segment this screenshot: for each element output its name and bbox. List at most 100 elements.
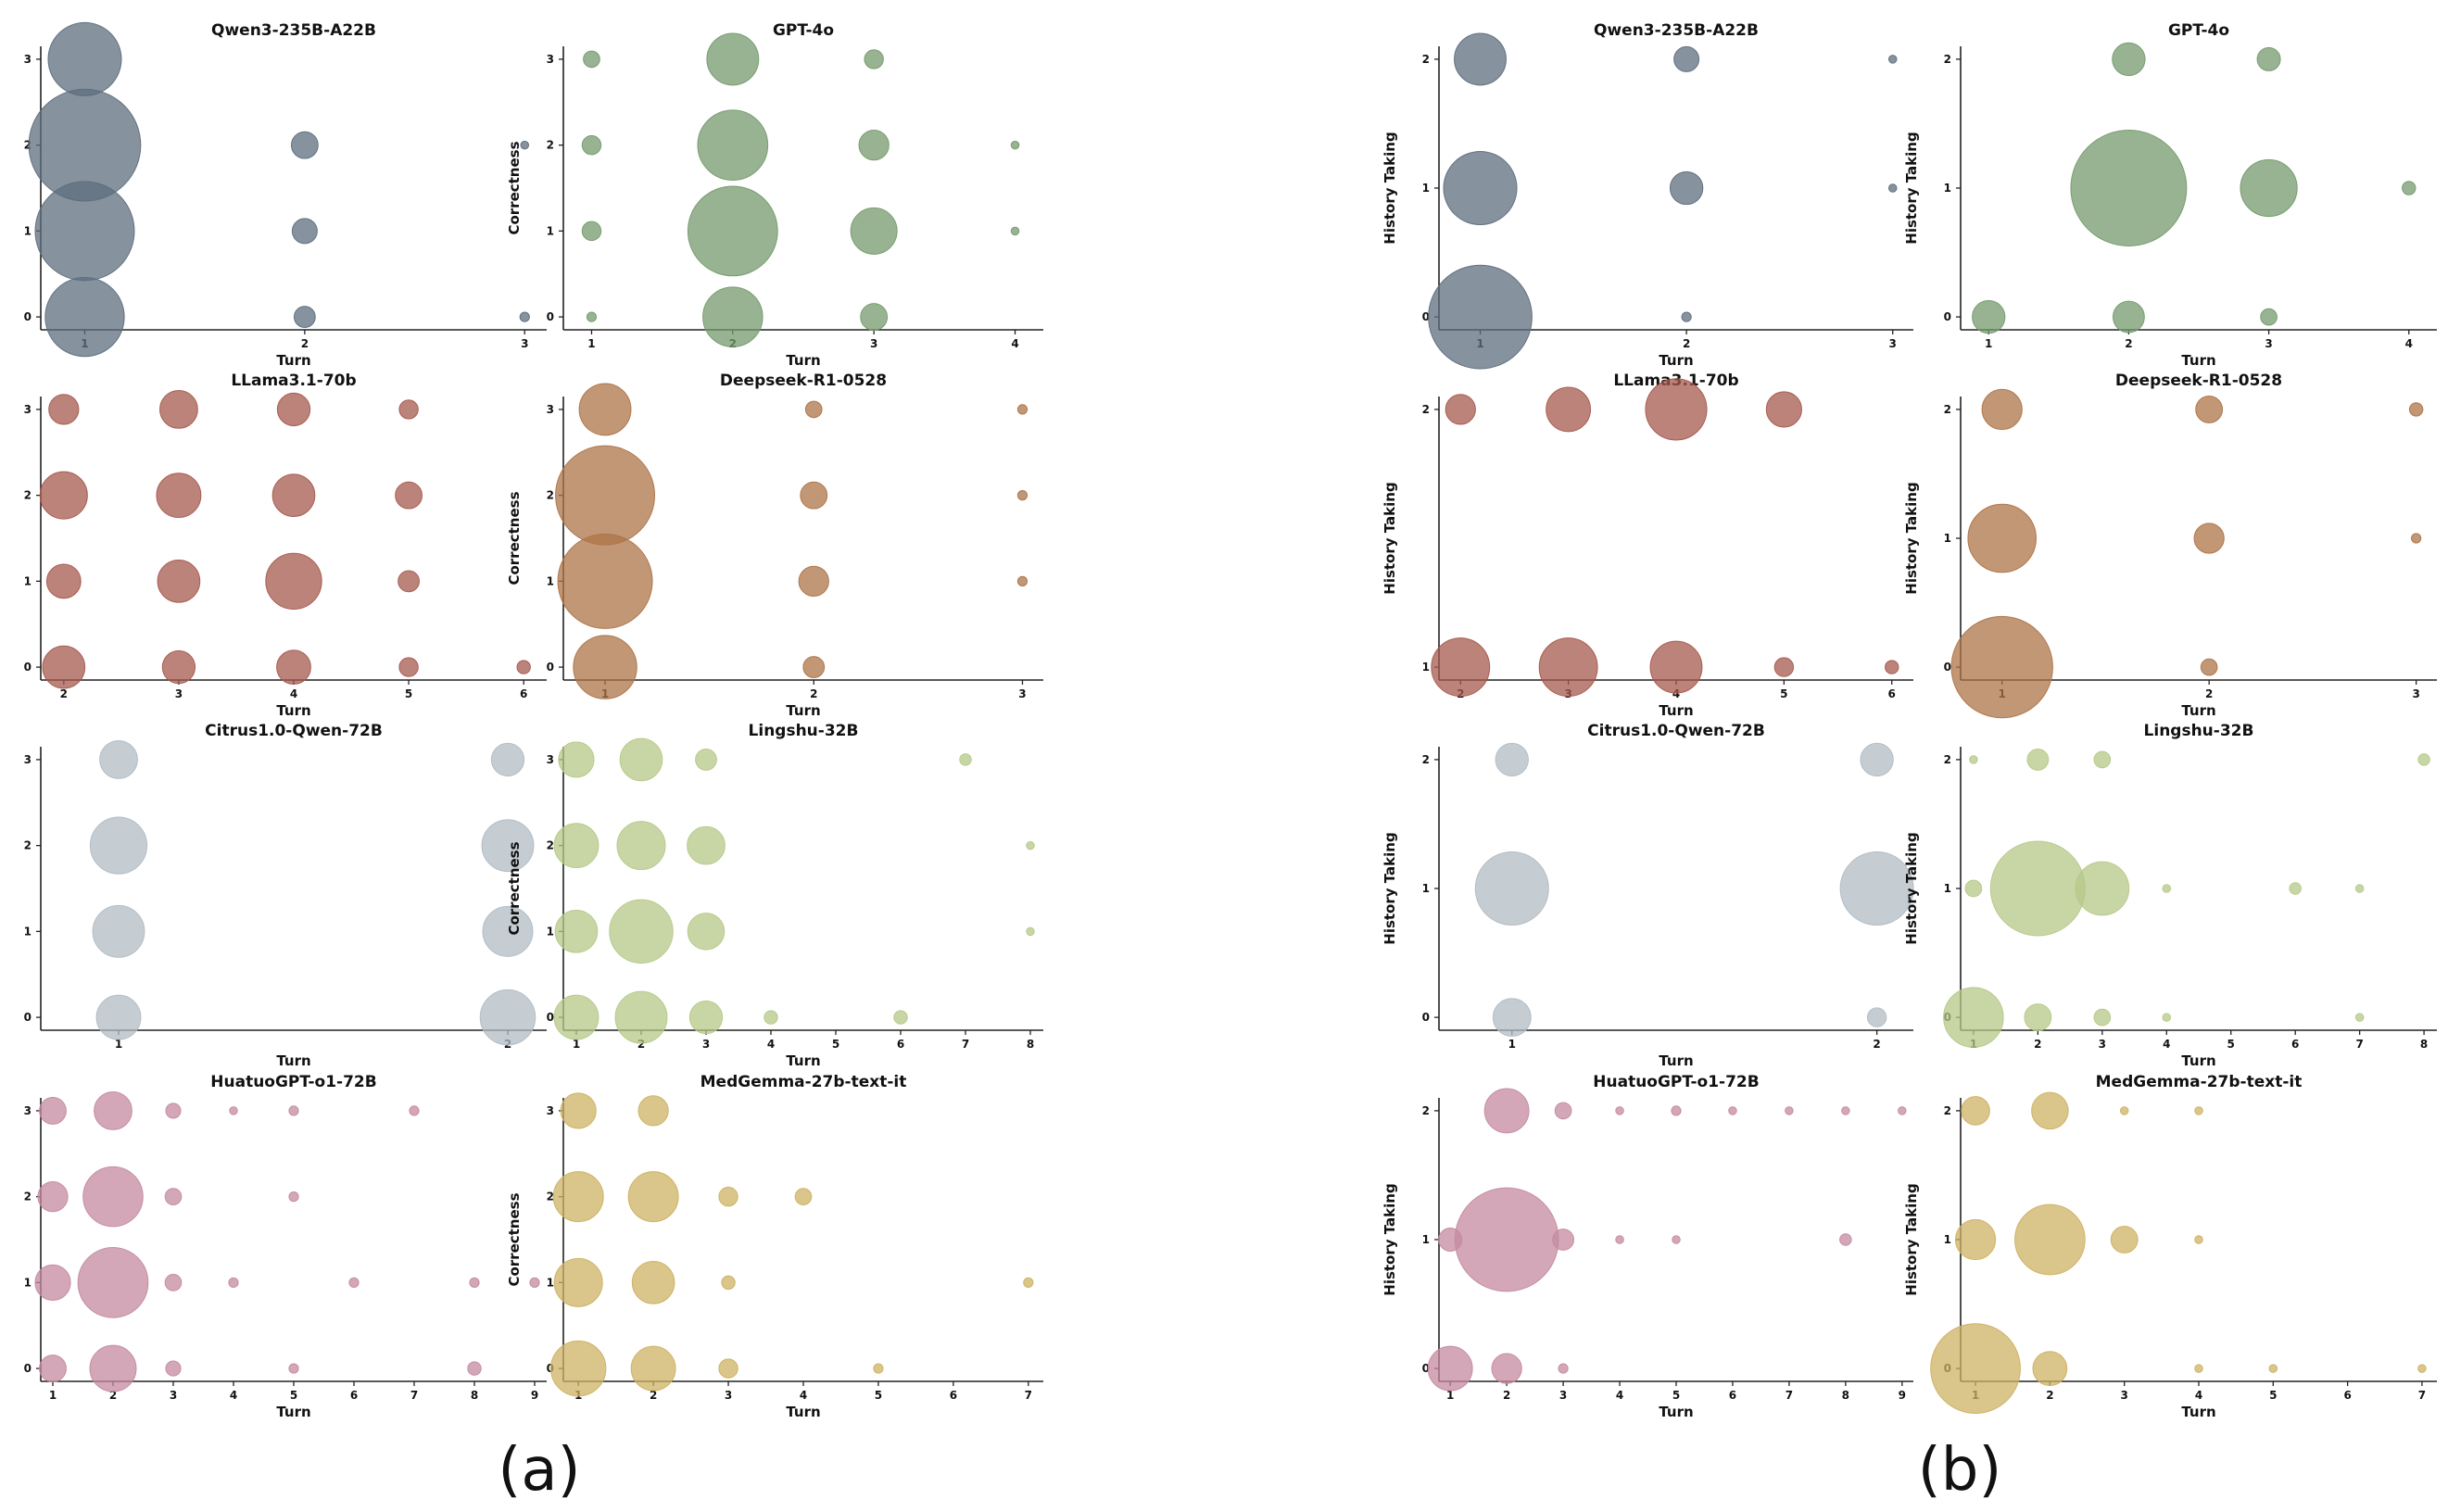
panel-b-medgemma-27b-text-it-bubble (1930, 1323, 2021, 1414)
panel-a-medgemma-27b-text-it: MedGemma-27b-text-it12345670123TurnCorre… (506, 1073, 1043, 1420)
panel-a-gpt-4o-bubble (850, 207, 898, 255)
panel-a-lingshu-32b-x-label: Turn (786, 1052, 820, 1069)
panel-b-huatuogpt-o1-72b-x-tick-label: 9 (1899, 1389, 1906, 1402)
panel-a-huatuogpt-o1-72b-y-tick-label: 0 (24, 1362, 32, 1375)
panel-a-medgemma-27b-text-it-bubble (549, 1340, 607, 1397)
panel-b-medgemma-27b-text-it-y-tick-label: 2 (1944, 1104, 1951, 1117)
panel-b-medgemma-27b-text-it-x-tick-label: 2 (2046, 1389, 2053, 1402)
panel-a-llama3-1-70b-x-tick-label: 3 (175, 687, 183, 700)
panel-a-citrus1-0-qwen-72b-bubble (99, 740, 138, 779)
panel-b-lingshu-32b-bubble (2093, 1008, 2112, 1027)
panel-b-deepseek-r1-0528-y-label: History Taking (1903, 482, 1920, 594)
panel-a-lingshu-32b-x-tick-label: 7 (962, 1038, 969, 1051)
panel-b-citrus1-0-qwen-72b-y-tick-label: 0 (1422, 1011, 1430, 1024)
panel-a-medgemma-27b-text-it-x-tick-label: 5 (875, 1389, 882, 1402)
panel-a-qwen3-235b-a22b-bubble (34, 181, 135, 282)
panel-a-llama3-1-70b-y-tick-label: 3 (24, 403, 32, 416)
panel-a-gpt-4o-x-label: Turn (786, 352, 820, 369)
panel-b-huatuogpt-o1-72b-x-tick-label: 5 (1672, 1389, 1680, 1402)
panel-b-medgemma-27b-text-it-bubble (2194, 1364, 2203, 1373)
panel-b-gpt-4o-x-tick-label: 4 (2405, 337, 2413, 350)
panel-a-qwen3-235b-a22b-bubble (44, 276, 125, 358)
panel-a-llama3-1-70b-bubble (276, 392, 311, 427)
panel-b-lingshu-32b-bubble (2354, 1013, 2365, 1022)
panel-b-huatuogpt-o1-72b-bubble (1491, 1353, 1522, 1384)
panel-b-qwen3-235b-a22b-bubble (1428, 264, 1533, 370)
panel-a-deepseek-r1-0528-bubble (557, 533, 653, 629)
panel-a-medgemma-27b-text-it-bubble (794, 1188, 813, 1205)
panel-a-qwen3-235b-a22b: Qwen3-235B-A22B1230123TurnCorrectness (24, 21, 547, 369)
panel-b-citrus1-0-qwen-72b-x-tick-label: 1 (1508, 1038, 1516, 1051)
panel-b-lingshu-32b-x-tick-label: 6 (2291, 1038, 2299, 1051)
panel-b-medgemma-27b-text-it-bubble (2194, 1235, 2203, 1244)
panel-a-citrus1-0-qwen-72b-y-tick-label: 3 (24, 753, 32, 766)
panel-b-gpt-4o-bubble (2112, 42, 2146, 77)
panel-a-deepseek-r1-0528: Deepseek-R1-05281230123TurnCorrectness (506, 372, 1043, 719)
panel-b-huatuogpt-o1-72b-bubble (1615, 1235, 1624, 1244)
panel-b-medgemma-27b-text-it-title: MedGemma-27b-text-it (2096, 1073, 2303, 1091)
panel-b-citrus1-0-qwen-72b-bubble (1866, 1007, 1887, 1027)
panel-a-huatuogpt-o1-72b-bubble (164, 1188, 183, 1205)
panel-a-huatuogpt-o1-72b-bubble (348, 1277, 360, 1288)
panel-b-citrus1-0-qwen-72b-x-tick-label: 2 (1873, 1038, 1880, 1051)
panel-b-citrus1-0-qwen-72b-bubble (1492, 998, 1532, 1037)
panel-a-huatuogpt-o1-72b-title: HuatuoGPT-o1-72B (210, 1073, 376, 1091)
panel-a-huatuogpt-o1-72b-bubble (39, 1096, 67, 1125)
panel-a-gpt-4o-x-tick-label: 1 (587, 337, 595, 350)
panel-a-deepseek-r1-0528-x-tick-label: 2 (810, 687, 817, 700)
panel-a-medgemma-27b-text-it-y-label: Correctness (506, 1192, 523, 1286)
panel-a-llama3-1-70b-x-tick-label: 2 (60, 687, 68, 700)
panel-a-medgemma-27b-text-it-bubble (560, 1092, 597, 1129)
panel-a-qwen3-235b-a22b-x-label: Turn (276, 352, 310, 369)
panel-b-citrus1-0-qwen-72b-bubble (1474, 850, 1549, 926)
panel-a-lingshu-32b-bubble (558, 741, 595, 778)
panel-b-deepseek-r1-0528-bubble (2411, 533, 2422, 544)
panel-b-gpt-4o-y-tick-label: 0 (1944, 310, 1951, 323)
panel-b-llama3-1-70b-bubble (1538, 637, 1598, 698)
panel-b-medgemma-27b-text-it-bubble (2032, 1351, 2068, 1386)
panel-a-medgemma-27b-text-it-title: MedGemma-27b-text-it (700, 1073, 907, 1091)
panel-b-medgemma-27b-text-it-x-label: Turn (2181, 1404, 2215, 1420)
panel-a-lingshu-32b-x-tick-label: 5 (832, 1038, 839, 1051)
panel-b-llama3-1-70b-bubble (1885, 660, 1899, 674)
panel-b-lingshu-32b-bubble (2162, 884, 2172, 893)
panel-b-huatuogpt-o1-72b-bubble (1785, 1106, 1794, 1115)
panel-b-gpt-4o-x-tick-label: 1 (1985, 337, 1992, 350)
panel-a-deepseek-r1-0528-y-tick-label: 1 (547, 574, 554, 587)
panel-a-deepseek-r1-0528-bubble (1016, 490, 1028, 501)
panel-b-deepseek-r1-0528-bubble (2195, 395, 2224, 423)
panel-a-deepseek-r1-0528-title: Deepseek-R1-0528 (720, 372, 887, 390)
panel-a-huatuogpt-o1-72b-x-label: Turn (276, 1404, 310, 1420)
panel-a-llama3-1-70b-bubble (516, 660, 531, 674)
panel-b-huatuogpt-o1-72b-bubble (1839, 1233, 1852, 1246)
panel-a-llama3-1-70b-bubble (265, 552, 322, 611)
panel-a-qwen3-235b-a22b-bubble (291, 218, 318, 245)
panel-b-citrus1-0-qwen-72b: Citrus1.0-Qwen-72B 1 2 0 1 2 Turn History Takin… (1382, 722, 1914, 1069)
panel-b-qwen3-235b-a22b-bubble (1673, 45, 1700, 72)
panel-a-lingshu-32b-bubble (614, 990, 668, 1044)
panel-a-lingshu-32b-bubble (959, 753, 972, 766)
panel-b-deepseek-r1-0528-bubble (2408, 402, 2424, 417)
panel-a-deepseek-r1-0528-bubble (555, 445, 656, 546)
panel-a-citrus1-0-qwen-72b-y-tick-label: 2 (24, 839, 32, 852)
panel-b-gpt-4o-x-tick-label: 2 (2125, 337, 2132, 350)
panel-a-huatuogpt-o1-72b-bubble (165, 1102, 182, 1119)
panel-a-qwen3-235b-a22b-bubble (519, 311, 530, 322)
panel-b-deepseek-r1-0528: Deepseek-R1-0528123012TurnHistory Taking (1903, 372, 2437, 719)
panel-b-medgemma-27b-text-it-y-tick-label: 1 (1944, 1233, 1951, 1246)
panel-a-deepseek-r1-0528-bubble (800, 481, 828, 510)
panel-b-gpt-4o-y-tick-label: 2 (1944, 53, 1951, 66)
panel-b-llama3-1-70b-bubble (1431, 637, 1491, 698)
panel-a-llama3-1-70b-bubble (398, 399, 419, 420)
panel-a-gpt-4o-bubble (864, 49, 884, 69)
panel-b-huatuogpt-o1-72b-bubble (1728, 1106, 1737, 1115)
panel-a-huatuogpt-o1-72b-x-tick-label: 9 (531, 1389, 538, 1402)
panel-b-llama3-1-70b-bubble (1645, 378, 1708, 441)
panel-a-huatuogpt-o1-72b-bubble (467, 1361, 482, 1376)
panel-b-huatuogpt-o1-72b-x-tick-label: 7 (1786, 1389, 1793, 1402)
panel-b-lingshu-32b-x-tick-label: 4 (2163, 1038, 2170, 1051)
panel-a-huatuogpt-o1-72b-bubble (165, 1360, 182, 1377)
panel-a-lingshu-32b: Lingshu-32B 1 2 3 4 5 6 7 8 0 1 2 3 Turn Correctness (506, 722, 1043, 1069)
panel-a-qwen3-235b-a22b-y-tick-label: 1 (24, 224, 32, 237)
